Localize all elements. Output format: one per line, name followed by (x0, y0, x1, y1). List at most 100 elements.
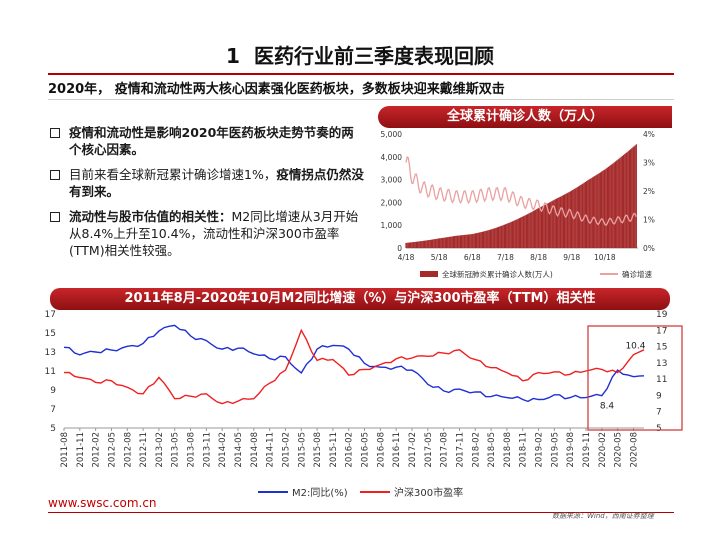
cases-bar (457, 235, 459, 248)
cases-bar (406, 242, 408, 248)
y-right-tick-label: 5 (656, 424, 662, 434)
cases-bar (538, 207, 540, 248)
cases-bar (548, 202, 551, 248)
cases-bar (479, 232, 481, 248)
cases-bar (540, 206, 543, 248)
cases-bar (599, 172, 602, 248)
x-tick-label: 2014-08 (250, 432, 260, 468)
cases-bar (616, 160, 618, 248)
cases-bar (518, 218, 521, 248)
m2-pe-chart: 5 7 9 11 13 15 17 5 7 9 11 13 15 17 19 2011-08 2011-11 20… (45, 310, 683, 499)
cases-bar (597, 173, 599, 248)
cases-bar (510, 221, 512, 248)
cases-bar (515, 219, 517, 248)
x-tick-label: 2015-11 (329, 432, 339, 468)
cases-bar (554, 199, 556, 248)
x-tick-label: 10/18 (594, 253, 616, 262)
cases-bar (440, 238, 442, 248)
x-tick-label: 6/18 (464, 253, 481, 262)
page-subtitle: 2020年， 疫情和流动性两大核心因素强化医药板块，多数板块迎来戴维斯双击 (48, 82, 505, 97)
cases-bar (449, 236, 451, 248)
legend-m2-label: M2:同比(%) (292, 487, 348, 499)
cases-bar (583, 182, 585, 248)
cases-bar (455, 235, 457, 248)
cases-bar (484, 231, 486, 248)
cases-bar (567, 192, 569, 248)
cases-bar (428, 240, 430, 248)
cases-bar (607, 166, 610, 248)
cases-bar (539, 207, 541, 248)
x-tick-label: 2019-05 (550, 432, 560, 468)
x-tick-label: 2014-02 (218, 432, 228, 468)
cases-bar (585, 181, 588, 248)
footer-url[interactable]: www.swsc.com.cn (48, 496, 157, 510)
cases-bar (451, 236, 453, 248)
cases-bar (438, 238, 441, 248)
cases-bar (627, 151, 629, 248)
y-left-tick-label: 2,000 (381, 198, 403, 207)
x-tick-label: 2012-02 (92, 432, 102, 468)
y-right-tick-label: 2% (643, 187, 655, 196)
cases-bar (592, 176, 595, 248)
cases-bar (629, 149, 632, 248)
cases-bar (513, 220, 515, 248)
cases-bar (492, 228, 494, 248)
x-tick-label: 2015-08 (313, 432, 323, 468)
cases-bar (633, 146, 635, 248)
cases-bar (407, 242, 409, 248)
cases-bar (501, 225, 503, 248)
cases-bar (603, 170, 605, 248)
legend-cases-label: 全球新冠肺炎累计确诊人数(万人) (442, 269, 553, 279)
cases-bar (589, 178, 591, 248)
y-right-tick-label: 3% (643, 159, 655, 168)
cases-bar (523, 215, 525, 248)
cases-bar (420, 241, 422, 248)
cases-bar (470, 234, 472, 248)
x-tick-label: 2019-08 (566, 432, 576, 468)
cases-bar (628, 150, 630, 248)
cases-bar (503, 224, 505, 248)
x-tick-label: 2012-05 (107, 432, 117, 468)
cases-bar (524, 215, 526, 248)
y-right-tick-label: 17 (656, 326, 667, 336)
cases-bar (466, 234, 468, 248)
cases-bar (620, 156, 622, 248)
cases-bar (480, 232, 482, 248)
legend-growth-label: 确诊增速 (622, 269, 652, 279)
cases-bar (441, 237, 443, 248)
cases-bar (577, 186, 580, 248)
cases-bar (626, 152, 628, 248)
cases-bar (511, 221, 514, 248)
cases-bar (465, 234, 467, 248)
cases-bar (601, 171, 603, 248)
cases-bar (429, 239, 431, 248)
cases-bar (502, 225, 504, 248)
cases-bar (529, 212, 531, 248)
x-tick-label: 2011-08 (60, 432, 70, 468)
cases-bar (613, 162, 615, 248)
cases-bar (442, 237, 444, 248)
cases-bar (565, 193, 567, 248)
x-tick-label: 8/18 (530, 253, 547, 262)
x-tick-label: 2011-11 (76, 432, 86, 468)
cases-bar (506, 223, 508, 248)
legend-pe-label: 沪深300市盈率 (394, 486, 463, 499)
cases-bar (570, 190, 573, 248)
cases-bar (559, 196, 561, 248)
cases-bar (521, 216, 523, 248)
y-left-tick-label: 1,000 (381, 221, 403, 230)
cases-bar (568, 191, 570, 248)
csi300-pe-line (63, 328, 645, 405)
m2-growth-line (63, 324, 645, 403)
cases-bar (434, 239, 436, 248)
cases-bar (410, 242, 412, 248)
x-tick-label: 2014-11 (266, 432, 276, 468)
cases-bar (437, 238, 440, 248)
cases-chart: 0 1,000 2,000 3,000 4,000 5,000 0% 1% 2% 3% 4% 4/18… (381, 130, 655, 279)
cases-bar (604, 169, 606, 248)
cases-bar (596, 174, 598, 248)
cases-bar (632, 147, 634, 248)
cases-bar (547, 203, 549, 248)
x-tick-label: 2016-08 (376, 432, 386, 468)
cases-bar (537, 208, 539, 248)
